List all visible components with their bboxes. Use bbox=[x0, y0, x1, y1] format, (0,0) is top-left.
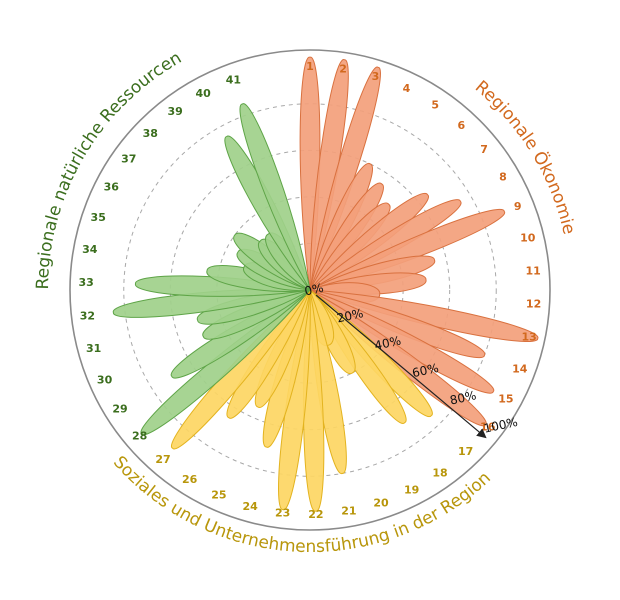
indicator-label-35: 35 bbox=[91, 211, 106, 224]
indicator-label-40: 40 bbox=[195, 87, 211, 100]
indicator-label-39: 39 bbox=[168, 105, 183, 118]
indicator-label-29: 29 bbox=[112, 403, 127, 416]
group-title-resources: Regionale natürliche Ressourcen bbox=[33, 48, 185, 290]
indicator-label-23: 23 bbox=[275, 506, 290, 519]
grid-ring-80 bbox=[123, 103, 497, 477]
indicator-label-17: 17 bbox=[458, 445, 473, 458]
indicator-label-26: 26 bbox=[182, 473, 198, 486]
petal-41 bbox=[239, 103, 311, 291]
scale-label-80: 80% bbox=[449, 388, 478, 407]
indicator-label-28: 28 bbox=[132, 429, 147, 442]
outer-ring bbox=[69, 49, 551, 531]
indicator-label-18: 18 bbox=[432, 466, 447, 479]
scale-label-60: 60% bbox=[411, 361, 440, 380]
scale-label-0: 0% bbox=[303, 281, 325, 299]
indicator-label-12: 12 bbox=[526, 298, 541, 311]
indicator-label-6: 6 bbox=[458, 119, 466, 132]
indicator-label-1: 1 bbox=[306, 60, 314, 73]
indicator-label-37: 37 bbox=[121, 152, 136, 165]
indicator-label-21: 21 bbox=[341, 505, 356, 518]
indicator-label-27: 27 bbox=[155, 453, 170, 466]
indicator-label-34: 34 bbox=[82, 243, 98, 256]
scale-label-20: 20% bbox=[336, 306, 365, 325]
indicator-label-41: 41 bbox=[226, 74, 241, 87]
indicator-label-10: 10 bbox=[520, 232, 536, 245]
indicator-label-24: 24 bbox=[242, 500, 258, 513]
indicator-label-8: 8 bbox=[499, 170, 507, 183]
indicator-label-36: 36 bbox=[104, 181, 120, 194]
scale-arrow bbox=[315, 294, 487, 439]
indicator-label-5: 5 bbox=[431, 98, 439, 111]
indicator-label-9: 9 bbox=[514, 200, 522, 213]
indicator-label-4: 4 bbox=[403, 82, 411, 95]
indicator-label-33: 33 bbox=[78, 276, 93, 289]
indicator-label-25: 25 bbox=[211, 489, 226, 502]
scale-label-40: 40% bbox=[373, 334, 402, 353]
indicator-label-22: 22 bbox=[308, 508, 323, 521]
indicator-label-19: 19 bbox=[404, 484, 419, 497]
indicator-label-11: 11 bbox=[525, 264, 540, 277]
indicator-label-7: 7 bbox=[480, 143, 488, 156]
scale-label-100: 100% bbox=[483, 415, 519, 436]
indicator-label-31: 31 bbox=[86, 342, 101, 355]
indicator-label-30: 30 bbox=[97, 373, 113, 386]
indicator-label-20: 20 bbox=[373, 496, 389, 509]
indicator-label-14: 14 bbox=[512, 362, 528, 375]
indicator-label-13: 13 bbox=[521, 331, 536, 344]
indicator-label-2: 2 bbox=[339, 62, 347, 75]
indicator-label-32: 32 bbox=[80, 309, 95, 322]
indicator-label-15: 15 bbox=[498, 393, 513, 406]
indicator-label-3: 3 bbox=[372, 70, 380, 83]
indicator-label-38: 38 bbox=[143, 127, 158, 140]
